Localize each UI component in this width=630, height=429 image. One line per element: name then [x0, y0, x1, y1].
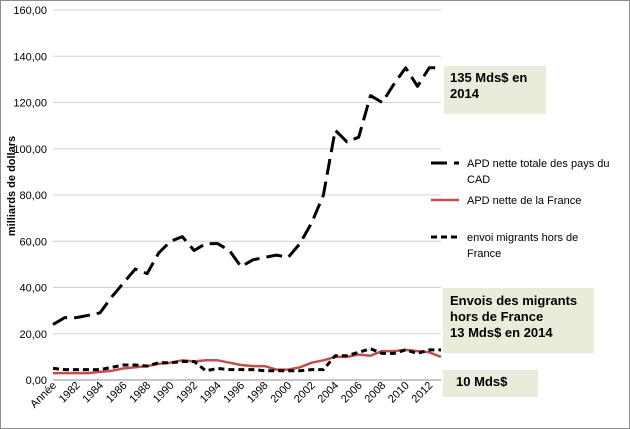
x-tick-label: 1984 — [80, 380, 106, 406]
annotation-france-line1: 10 Mds$ — [456, 374, 508, 389]
annotation-cad-line2: 2014 — [450, 86, 479, 101]
x-tick-label: 1992 — [174, 380, 200, 406]
x-tick-label: 1996 — [221, 380, 247, 406]
annotation-migrants-line3: 13 Mds$ en 2014 — [450, 325, 553, 340]
y-tick-label: 0,00 — [26, 375, 47, 387]
x-tick-label: 1990 — [151, 380, 177, 406]
y-tick-label: 60,00 — [19, 236, 47, 248]
y-tick-label: 80,00 — [19, 190, 47, 202]
y-tick-label: 100,00 — [13, 144, 47, 156]
x-tick-label: 2010 — [386, 380, 412, 406]
y-tick-label: 120,00 — [13, 98, 47, 110]
y-gridlines — [53, 9, 441, 335]
series-line-cad — [52, 66, 441, 326]
x-tick-label: 1982 — [57, 380, 83, 406]
x-tick-label: 2012 — [410, 380, 436, 406]
x-tick-label: 2000 — [268, 380, 294, 406]
x-tick-label: 1994 — [198, 380, 224, 406]
y-tick-label: 140,00 — [13, 51, 47, 63]
y-axis-label: milliards de dollars — [6, 136, 18, 236]
series-line-france — [53, 348, 442, 375]
y-tick-labels: 0,00 20,00 40,00 60,00 80,00 100,00 120,00 140,… — [13, 5, 47, 387]
annotation-migrants-line2: hors de France — [450, 309, 544, 324]
annotation-migrants: Envois des migrants hors de France 13 Md… — [443, 288, 594, 353]
x-tick-label: 2002 — [292, 380, 318, 406]
x-tick-labels: Année19821984198619881990199219941996199… — [28, 380, 435, 411]
x-tick-label: 1998 — [245, 380, 271, 406]
annotation-migrants-line1: Envois des migrants — [450, 293, 578, 308]
x-tick-label: 2008 — [363, 380, 389, 406]
x-tick-label: 1986 — [104, 380, 130, 406]
legend: APD nette totale des pays du CAD APD net… — [431, 158, 613, 260]
y-tick-label: 160,00 — [13, 5, 47, 17]
y-tick-label: 20,00 — [19, 329, 47, 341]
legend-label-cad: APD nette totale des pays du CAD — [467, 158, 613, 186]
x-tick-label: 2004 — [316, 380, 342, 406]
series-lines — [52, 66, 442, 375]
legend-label-migrants: envoi migrants hors de France — [467, 232, 581, 260]
annotation-france: 10 Mds$ — [443, 370, 538, 397]
annotation-cad: 135 Mds$ en 2014 — [444, 66, 546, 114]
legend-label-france: APD nette de la France — [467, 195, 581, 207]
x-tick-label: 2006 — [339, 380, 365, 406]
y-tick-label: 40,00 — [19, 283, 47, 295]
series-line-migrants — [52, 347, 441, 373]
annotation-cad-line1: 135 Mds$ en — [450, 70, 528, 85]
x-tick-label: 1988 — [127, 380, 153, 406]
